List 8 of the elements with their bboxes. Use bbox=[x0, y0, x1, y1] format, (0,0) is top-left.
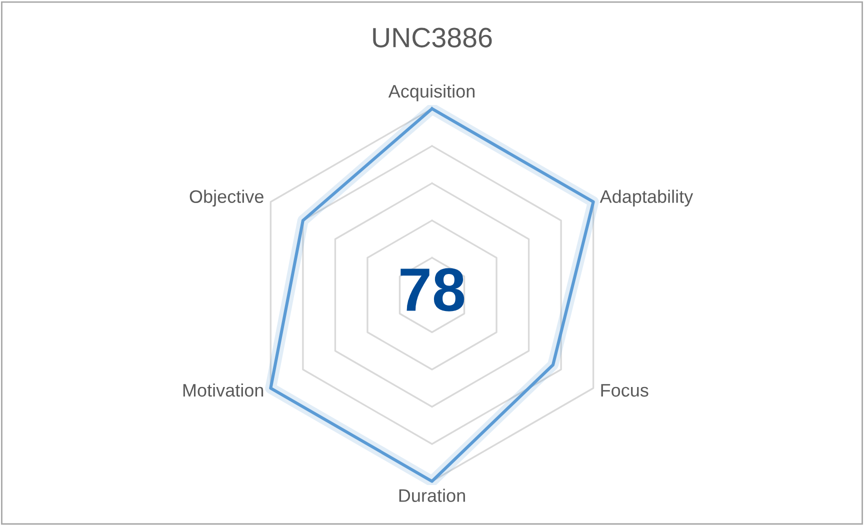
spoke-label: Focus bbox=[601, 384, 648, 397]
spoke-label: Objective bbox=[190, 190, 264, 207]
text: 78 bbox=[400, 268, 464, 312]
chart-title: UNC3886 bbox=[373, 28, 492, 48]
spoke-label: Acquisition bbox=[388, 84, 474, 102]
spoke-label: Duration bbox=[399, 488, 465, 502]
spoke-label: Adaptability bbox=[600, 190, 694, 207]
spoke-label: Motivation bbox=[183, 383, 264, 397]
